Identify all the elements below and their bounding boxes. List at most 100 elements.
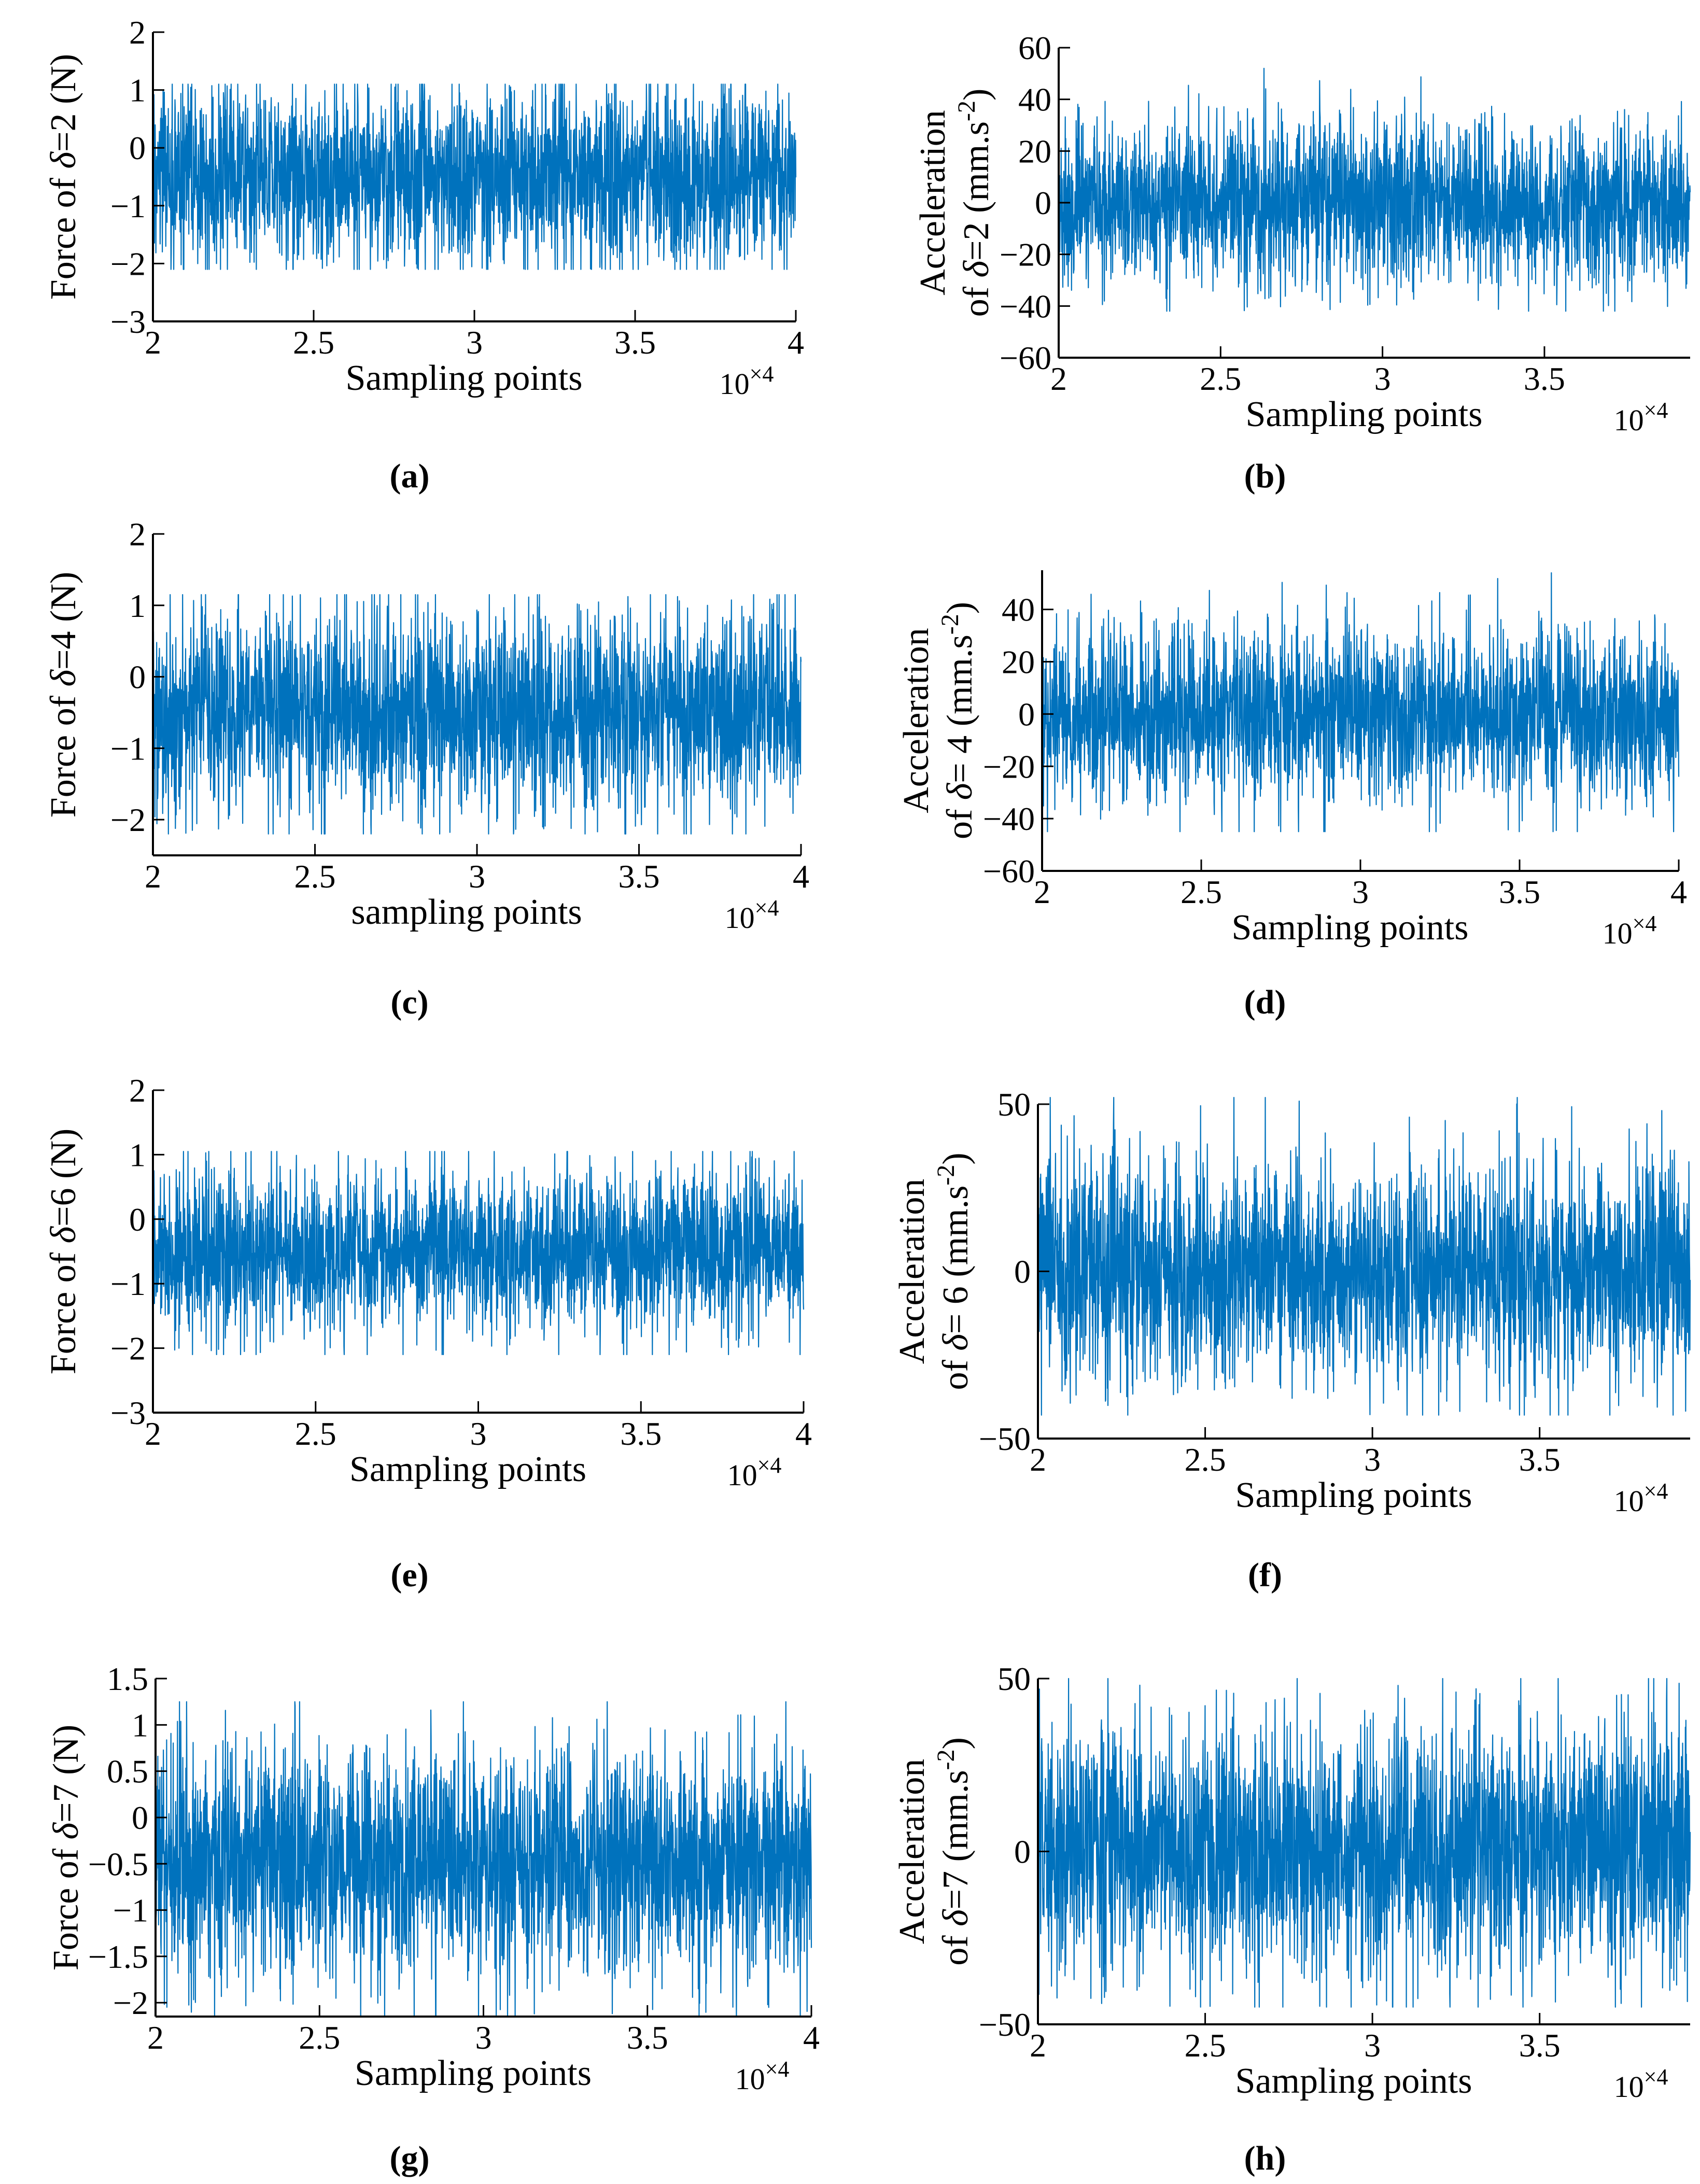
- y-tick-label: 50: [997, 1086, 1031, 1123]
- x-tick-label: 2.5: [295, 1415, 336, 1452]
- x-exponent-label: 10×4: [1614, 2064, 1668, 2104]
- x-tick-label: 3.5: [1519, 1441, 1561, 1478]
- x-axis-label: Sampling points: [349, 1449, 586, 1489]
- x-tick-label: 2: [145, 324, 161, 361]
- panel-label: (a): [390, 457, 430, 495]
- y-tick-label: −1: [110, 1265, 146, 1302]
- x-exponent-label: 10×4: [725, 895, 779, 935]
- panel-label: (b): [1244, 457, 1286, 495]
- x-tick-label: 2.5: [293, 324, 334, 361]
- x-tick-label: 3: [469, 858, 485, 895]
- x-tick-label: 3: [1364, 1441, 1381, 1478]
- y-tick-label: 0.5: [107, 1753, 148, 1790]
- x-axis-label: Sampling points: [346, 358, 583, 398]
- y-axis-label: Accelerationof δ= 6 (mm.s-2): [892, 1152, 976, 1390]
- x-axis-label: sampling points: [351, 892, 582, 932]
- series-line-acceleration: [1058, 67, 1691, 312]
- y-tick-label: 20: [1018, 133, 1051, 170]
- y-tick-label: 50: [997, 1660, 1031, 1697]
- panel-label: (d): [1244, 983, 1286, 1021]
- series-line-acceleration: [1041, 572, 1680, 833]
- y-axis-label: Force of δ=7 (N): [46, 1725, 86, 1970]
- y-tick-label: −50: [979, 2006, 1031, 2043]
- y-tick-label: 2: [129, 14, 146, 51]
- x-tick-label: 2: [145, 858, 161, 895]
- x-tick-label: 2: [1050, 360, 1067, 397]
- y-tick-label: −2: [110, 245, 146, 282]
- series-line-force: [152, 83, 797, 270]
- x-exponent-label: 10×4: [1614, 398, 1668, 438]
- x-tick-label: 4: [795, 1415, 812, 1452]
- x-axis-label: Sampling points: [1235, 2061, 1472, 2101]
- x-tick-label: 2.5: [1200, 360, 1241, 397]
- y-tick-label: −3: [110, 1394, 146, 1431]
- panel-label: (c): [390, 983, 428, 1021]
- panel-label: (f): [1248, 1556, 1282, 1594]
- y-axis-label: Force of δ=2 (N): [44, 54, 83, 300]
- chart-panel-d: 2 2.5 3 3.5 4 40 20 0 −20 −40 −60 Sampling points 10…: [896, 570, 1687, 1021]
- y-axis-label: Accelerationof δ= 4 (mm.s-2): [896, 602, 980, 839]
- y-tick-label: 0: [129, 659, 146, 696]
- y-tick-label: 1: [132, 1707, 148, 1743]
- x-tick-label: 3.5: [619, 858, 660, 895]
- y-tick-label: 1: [129, 587, 146, 624]
- y-axis-label: Force of δ=6 (N): [44, 1129, 83, 1374]
- x-tick-label: 3: [466, 324, 483, 361]
- y-tick-label: −20: [983, 748, 1035, 785]
- series-line-force: [154, 1701, 812, 2018]
- chart-panel-e: 2 2.5 3 3.5 4 2 1 0 −1 −2 −3 Sampling points 10×4 For…: [44, 1072, 812, 1594]
- y-tick-label: 40: [1018, 81, 1051, 118]
- x-exponent-label: 10×4: [727, 1453, 782, 1492]
- y-tick-label: 1: [129, 72, 146, 109]
- chart-panel-a: 2 2.5 3 3.5 4 2 1 0 −1 −2 −3 Sampling points 10×4 For…: [44, 14, 804, 495]
- y-axis-label: Accelerationof δ=2 (mm.s-2): [913, 89, 996, 317]
- series-line-force: [152, 594, 802, 835]
- x-tick-label: 4: [793, 858, 809, 895]
- y-tick-label: 60: [1018, 30, 1051, 66]
- y-tick-label: 1.5: [107, 1660, 148, 1697]
- x-tick-label: 3: [470, 1415, 487, 1452]
- y-tick-label: 2: [129, 516, 146, 553]
- x-tick-label: 3.5: [1519, 2027, 1561, 2064]
- y-tick-label: 20: [1002, 644, 1035, 681]
- x-tick-label: 3.5: [1499, 873, 1540, 910]
- panel-label: (g): [390, 2139, 430, 2177]
- y-tick-label: −40: [1000, 288, 1051, 325]
- y-tick-label: 0: [1014, 1253, 1031, 1290]
- panel-label: (h): [1244, 2139, 1286, 2177]
- x-tick-label: 3.5: [620, 1415, 662, 1452]
- series-line-acceleration: [1037, 1678, 1691, 2008]
- x-tick-label: 2: [147, 2019, 164, 2056]
- y-tick-label: 0: [132, 1799, 148, 1836]
- y-tick-label: −50: [979, 1420, 1031, 1457]
- x-axis-label: Sampling points: [1235, 1475, 1472, 1515]
- x-tick-label: 2: [145, 1415, 161, 1452]
- y-tick-label: 1: [129, 1136, 146, 1173]
- chart-panel-b: 2 2.5 3 3.5 60 40 20 0 −20 −40 −60 Sampling points 1…: [913, 30, 1691, 495]
- chart-panel-c: 2 2.5 3 3.5 4 2 1 0 −1 −2 sampling points 10×4 Force…: [44, 516, 809, 1021]
- chart-panel-h: 2 2.5 3 3.5 50 0 −50 Sampling points 10×4 Acceler…: [892, 1660, 1691, 2177]
- y-tick-label: −1: [110, 730, 146, 767]
- x-axis-label: Sampling points: [355, 2053, 592, 2093]
- chart-panel-f: 2 2.5 3 3.5 50 0 −50 Sampling points 10×4 Acceler…: [892, 1086, 1691, 1594]
- y-tick-label: −1: [110, 188, 146, 224]
- x-tick-label: 3: [1364, 2027, 1381, 2064]
- y-axis-label: Force of δ=4 (N): [44, 572, 83, 818]
- y-tick-label: −40: [983, 800, 1035, 837]
- x-tick-label: 2: [1034, 873, 1050, 910]
- y-tick-label: −2: [113, 1984, 148, 2021]
- chart-panel-g: 2 2.5 3 3.5 4 1.5 1 0.5 0 −0.5 −1 −1.5 −2 Sampling po…: [46, 1660, 820, 2177]
- y-tick-label: −2: [110, 801, 146, 838]
- y-tick-label: 0: [129, 130, 146, 166]
- x-tick-label: 4: [788, 324, 804, 361]
- x-tick-label: 2.5: [1185, 2027, 1226, 2064]
- x-exponent-label: 10×4: [720, 361, 774, 401]
- series-line-force: [152, 1151, 805, 1356]
- y-tick-label: −60: [983, 853, 1035, 890]
- y-tick-label: −20: [1000, 236, 1051, 273]
- y-tick-label: −2: [110, 1330, 146, 1367]
- x-axis-label: Sampling points: [1246, 394, 1483, 434]
- x-tick-label: 2.5: [294, 858, 336, 895]
- x-tick-label: 2.5: [299, 2019, 340, 2056]
